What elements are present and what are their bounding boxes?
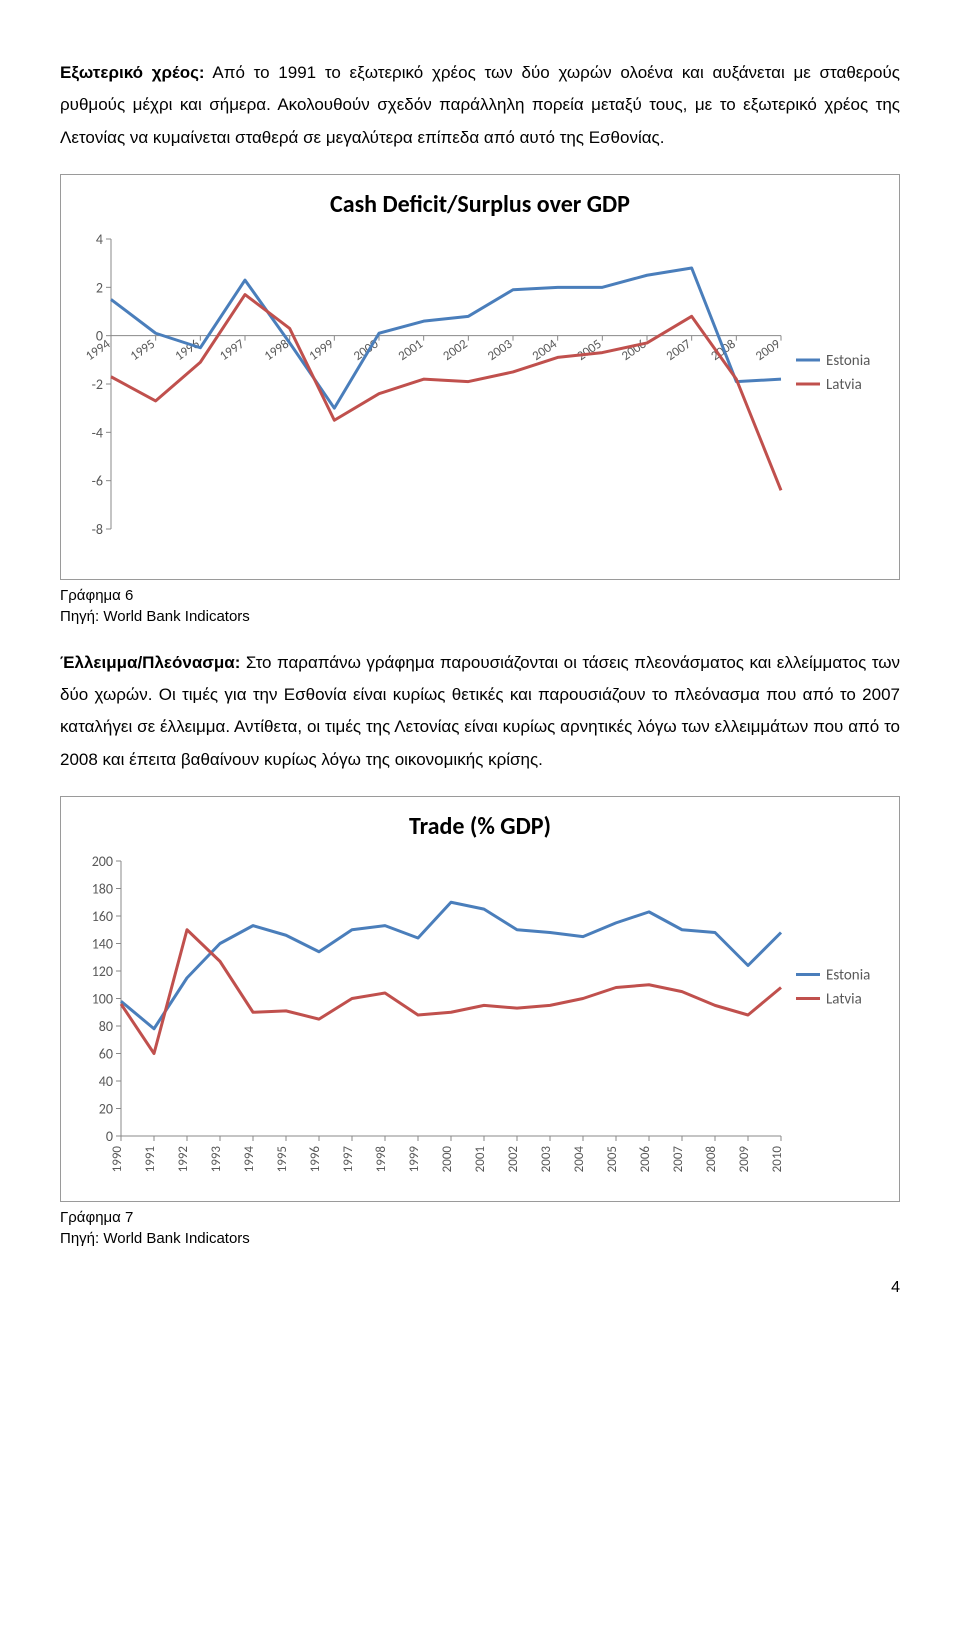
svg-text:1994: 1994 bbox=[242, 1146, 257, 1173]
svg-text:1991: 1991 bbox=[143, 1146, 158, 1172]
svg-text:2001: 2001 bbox=[396, 337, 426, 364]
svg-text:2005: 2005 bbox=[605, 1146, 620, 1172]
svg-text:2008: 2008 bbox=[704, 1146, 719, 1173]
svg-text:1998: 1998 bbox=[374, 1146, 389, 1173]
svg-text:2000: 2000 bbox=[440, 1146, 455, 1173]
svg-text:2005: 2005 bbox=[574, 337, 604, 364]
svg-text:-6: -6 bbox=[92, 473, 103, 490]
svg-text:2009: 2009 bbox=[753, 336, 784, 364]
svg-text:2004: 2004 bbox=[530, 336, 561, 364]
svg-text:20: 20 bbox=[99, 1101, 113, 1118]
svg-text:-8: -8 bbox=[92, 521, 103, 538]
svg-text:0: 0 bbox=[106, 1128, 113, 1145]
svg-text:2: 2 bbox=[96, 279, 103, 296]
para2-label: Έλλειμμα/Πλεόνασμα: bbox=[60, 653, 240, 672]
chart2-caption-b: Πηγή: World Bank Indicators bbox=[60, 1230, 250, 1247]
svg-text:1997: 1997 bbox=[341, 1146, 356, 1173]
svg-text:100: 100 bbox=[92, 991, 113, 1008]
svg-text:2006: 2006 bbox=[638, 1146, 653, 1173]
svg-text:1993: 1993 bbox=[209, 1146, 224, 1173]
chart1-caption-a: Γράφημα 6 bbox=[60, 587, 133, 604]
svg-text:200: 200 bbox=[92, 853, 113, 870]
svg-text:1992: 1992 bbox=[176, 1146, 191, 1173]
chart1-svg: -8-6-4-202419941995199619971998199920002… bbox=[71, 229, 891, 569]
svg-text:60: 60 bbox=[99, 1046, 113, 1063]
svg-text:2006: 2006 bbox=[619, 336, 650, 364]
svg-text:2009: 2009 bbox=[737, 1146, 752, 1173]
chart2-caption-a: Γράφημα 7 bbox=[60, 1209, 133, 1226]
chart-trade-gdp: Trade (% GDP) 0 20 40 60 80 100 120 140 160 180 20… bbox=[60, 796, 900, 1202]
chart-deficit-surplus: Cash Deficit/Surplus over GDP -8-6-4-202… bbox=[60, 174, 900, 580]
chart2-svg: 0 20 40 60 80 100 120 140 160 180 200 1990 1991 1992 1… bbox=[71, 851, 891, 1191]
svg-text:2003: 2003 bbox=[539, 1146, 554, 1173]
svg-text:2002: 2002 bbox=[506, 1146, 521, 1173]
svg-text:2010: 2010 bbox=[770, 1146, 785, 1173]
svg-text:Latvia: Latvia bbox=[826, 376, 862, 394]
paragraph-external-debt: Εξωτερικό χρέος: Από το 1991 το εξωτερικ… bbox=[60, 57, 900, 154]
svg-text:120: 120 bbox=[92, 963, 113, 980]
svg-text:2003: 2003 bbox=[485, 336, 516, 364]
svg-text:2004: 2004 bbox=[572, 1146, 587, 1173]
svg-text:1995: 1995 bbox=[275, 1146, 290, 1172]
svg-text:1994: 1994 bbox=[83, 336, 114, 364]
svg-text:2000: 2000 bbox=[351, 336, 382, 364]
svg-text:1999: 1999 bbox=[407, 1146, 422, 1173]
svg-text:1997: 1997 bbox=[217, 336, 248, 364]
svg-text:2007: 2007 bbox=[671, 1146, 686, 1173]
svg-text:-2: -2 bbox=[92, 376, 103, 393]
page-number: 4 bbox=[60, 1279, 900, 1297]
svg-text:2002: 2002 bbox=[440, 336, 471, 364]
chart1-caption-b: Πηγή: World Bank Indicators bbox=[60, 608, 250, 625]
svg-text:Estonia: Estonia bbox=[826, 967, 870, 985]
svg-text:4: 4 bbox=[96, 231, 103, 248]
svg-text:140: 140 bbox=[92, 936, 113, 953]
svg-text:1996: 1996 bbox=[308, 1146, 323, 1173]
paragraph-deficit-surplus: Έλλειμμα/Πλεόνασμα: Στο παραπάνω γράφημα… bbox=[60, 647, 900, 776]
chart1-caption: Γράφημα 6 Πηγή: World Bank Indicators bbox=[60, 585, 900, 627]
chart2-title: Trade (% GDP) bbox=[71, 812, 889, 841]
svg-text:80: 80 bbox=[99, 1018, 113, 1035]
svg-text:160: 160 bbox=[92, 908, 113, 925]
svg-text:-4: -4 bbox=[92, 424, 103, 441]
svg-text:Estonia: Estonia bbox=[826, 352, 870, 370]
svg-text:1999: 1999 bbox=[306, 336, 337, 364]
chart1-title: Cash Deficit/Surplus over GDP bbox=[71, 190, 889, 219]
svg-text:180: 180 bbox=[92, 881, 113, 898]
svg-text:1995: 1995 bbox=[128, 337, 158, 364]
svg-text:1990: 1990 bbox=[110, 1146, 125, 1173]
chart2-caption: Γράφημα 7 Πηγή: World Bank Indicators bbox=[60, 1207, 900, 1249]
svg-text:2007: 2007 bbox=[664, 336, 695, 364]
svg-text:40: 40 bbox=[99, 1073, 113, 1090]
svg-text:2001: 2001 bbox=[473, 1146, 488, 1172]
svg-text:Latvia: Latvia bbox=[826, 991, 862, 1009]
para1-label: Εξωτερικό χρέος: bbox=[60, 63, 205, 82]
